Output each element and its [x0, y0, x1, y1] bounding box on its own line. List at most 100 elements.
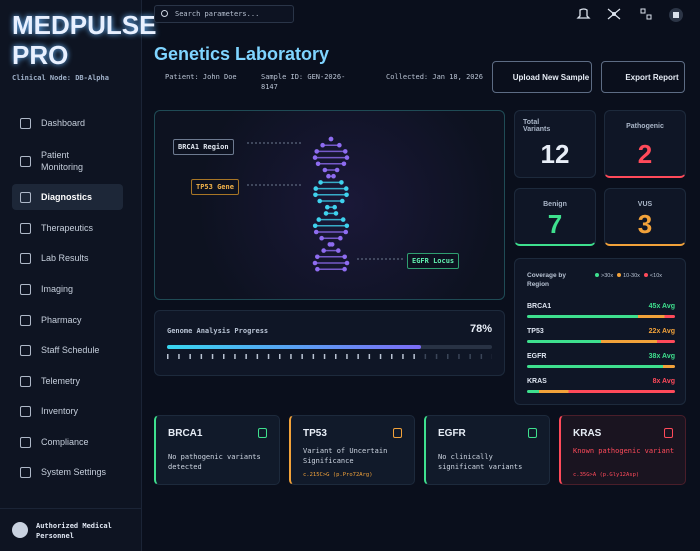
top-icons: [576, 8, 683, 22]
dna-node: [314, 149, 320, 154]
coverage-row: BRCA1 45x Avg: [527, 303, 675, 318]
progress-tick: [391, 354, 393, 359]
nav-icon: [20, 222, 31, 234]
progress-tick: [435, 354, 438, 359]
dna-node: [331, 173, 336, 179]
progress-panel: Genome Analysis Progress 78%: [154, 310, 505, 376]
stat-card: Pathogenic 2: [604, 110, 686, 178]
nav-item[interactable]: Telemetry: [12, 368, 123, 394]
nav-icon: [20, 436, 31, 448]
node-label: Clinical Node: DB-Alpha: [12, 74, 109, 82]
dna-node: [312, 155, 318, 160]
nav-icon: [20, 191, 31, 203]
dna-node: [323, 211, 329, 216]
sidebar: MEDPULSE PRO Clinical Node: DB-Alpha Aut…: [0, 0, 156, 551]
meta-sample: Sample ID: GEN-2026-8147: [261, 73, 346, 91]
variant-card: EGFR No clinically significant variants: [424, 415, 550, 485]
dna-helix: [247, 136, 403, 272]
coverage-gene: TP53: [527, 328, 544, 335]
nav-label: Pharmacy: [41, 315, 82, 325]
nav-label: Staff Schedule: [41, 345, 100, 355]
nav-item[interactable]: Staff Schedule: [12, 337, 123, 363]
upload-button[interactable]: Upload New Sample: [492, 61, 592, 93]
nav-item[interactable]: Pharmacy: [12, 307, 123, 333]
dna-node: [342, 254, 347, 260]
progress-tick: [256, 354, 259, 359]
progress-fill: [167, 345, 421, 349]
card-gene: EGFR: [438, 428, 466, 439]
nav-item[interactable]: Therapeutics: [12, 215, 123, 241]
progress-tick: [167, 354, 169, 359]
dna-node: [319, 235, 324, 241]
legend-dot: [643, 273, 648, 277]
coverage-bar: [527, 365, 675, 368]
coverage-gene: EGFR: [527, 353, 547, 360]
dna-node: [317, 198, 323, 204]
progress-tick: [458, 354, 460, 359]
nav-item[interactable]: Compliance: [12, 429, 123, 455]
card-desc: Known pathogenic variant: [573, 447, 675, 455]
dna-node: [315, 266, 320, 272]
dna-node: [344, 260, 350, 266]
dna-node: [342, 149, 348, 154]
coverage-title: Coverage by Region: [527, 272, 567, 288]
dna-node: [315, 254, 320, 260]
nav-item[interactable]: Imaging: [12, 276, 123, 302]
dna-node: [316, 217, 322, 222]
dna-node: [312, 223, 318, 229]
nav-item[interactable]: Diagnostics: [12, 184, 123, 210]
bell-icon[interactable]: [576, 8, 591, 19]
dna-node: [342, 266, 347, 272]
nav-label: Patient Monitoring: [41, 150, 84, 172]
progress-tick: [424, 354, 427, 359]
page-title: Genetics Laboratory: [154, 44, 330, 64]
stat-card: VUS 3: [604, 188, 686, 246]
progress-tick: [245, 354, 247, 359]
progress-tick: [301, 354, 303, 359]
export-button[interactable]: Export Report: [601, 61, 685, 93]
dna-node: [334, 167, 340, 173]
card-icon: [528, 428, 537, 438]
nav-label: System Settings: [41, 467, 107, 477]
card-icon: [393, 428, 402, 438]
card-icon: [258, 428, 267, 438]
dna-node: [325, 204, 330, 210]
search[interactable]: Search parameters...: [154, 5, 294, 23]
dna-node: [343, 229, 349, 235]
legend-label: <10x: [649, 273, 663, 279]
progress-tick: [200, 354, 203, 359]
progress-tick: [402, 354, 404, 359]
card-gene: KRAS: [573, 428, 602, 439]
dna-node: [312, 260, 318, 266]
nav-item[interactable]: Lab Results: [12, 245, 123, 271]
nav-item[interactable]: Dashboard: [12, 110, 123, 136]
card-note: c.215C>G (p.Pro72Arg): [303, 472, 373, 478]
nav-item[interactable]: System Settings: [12, 459, 123, 485]
nav-item[interactable]: Inventory: [12, 398, 123, 424]
stat-value: 3: [637, 209, 653, 239]
nav-item[interactable]: Patient Monitoring: [12, 145, 123, 177]
nav-label: Imaging: [41, 284, 74, 294]
nav-icon: [20, 344, 31, 356]
progress-tick: [189, 354, 191, 359]
dna-node: [326, 173, 331, 179]
dna-node: [321, 248, 326, 253]
progress-tick: [312, 354, 315, 359]
dna-node: [315, 161, 321, 167]
dna-panel: BRCA1 Region TP53 Gene EGFR Locus: [154, 110, 505, 300]
nav-icon: [20, 375, 31, 387]
progress-ticks: [167, 354, 492, 359]
dna-label: TP53 Gene: [191, 179, 239, 195]
progress-tick: [267, 354, 270, 359]
progress-tick: [223, 354, 225, 359]
legend-label: >30x: [601, 273, 614, 279]
nav-icon: [20, 466, 31, 478]
coverage-avg: 45x Avg: [648, 303, 675, 310]
stat-value: 7: [547, 209, 563, 239]
nav-icon: [20, 117, 31, 129]
progress-tick: [480, 354, 483, 359]
progress-tick: [290, 354, 292, 359]
grid-icon[interactable]: [640, 8, 646, 14]
progress-tick: [323, 354, 326, 359]
dna-node: [344, 192, 349, 198]
